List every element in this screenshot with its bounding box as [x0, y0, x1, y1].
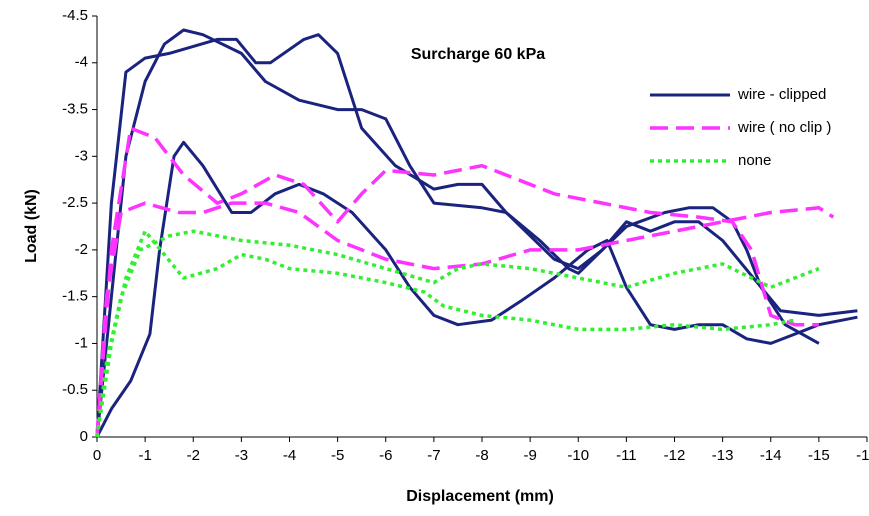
y-tick-label: -3: [75, 147, 88, 164]
x-tick-label: -4: [283, 447, 296, 464]
x-tick-label: -6: [379, 447, 392, 464]
x-tick-label: -8: [475, 447, 488, 464]
x-tick-label: 0: [93, 447, 101, 464]
series-line: [95, 28, 820, 438]
series-line: [95, 229, 796, 438]
y-tick-label: -1.5: [62, 288, 88, 305]
x-tick-label: -2: [187, 447, 200, 464]
series-line: [95, 33, 858, 438]
x-tick-label: -7: [427, 447, 440, 464]
chart-title: Surcharge 60 kPa: [411, 46, 545, 63]
x-tick-label: -14: [760, 447, 782, 464]
y-tick-label: -1: [75, 334, 88, 351]
x-tick-label: -11: [616, 447, 637, 464]
legend-label: wire ( no clip ): [737, 119, 831, 136]
y-tick-label: -3.5: [62, 101, 88, 118]
series-line: [95, 229, 820, 438]
y-tick-label: -2.5: [62, 194, 88, 211]
series-line: [95, 201, 835, 438]
y-tick-label: -2: [75, 241, 88, 258]
y-tick-label: -0.5: [62, 381, 88, 398]
x-tick-label: -9: [523, 447, 536, 464]
series-line: [95, 126, 819, 438]
x-tick-label: -3: [235, 447, 248, 464]
y-tick-label: 0: [80, 428, 88, 445]
series-line: [95, 140, 858, 438]
x-tick-label: -15: [808, 447, 830, 464]
x-tick-label: -5: [331, 447, 344, 464]
x-tick-label: -12: [664, 447, 686, 464]
y-axis-label: Load (kN): [23, 189, 40, 263]
x-tick-label: -10: [567, 447, 589, 464]
y-tick-label: -4.5: [62, 7, 88, 24]
x-tick-label: -13: [712, 447, 734, 464]
x-tick-label: -1: [138, 447, 151, 464]
x-tick-label: -16: [856, 447, 869, 464]
y-tick-label: -4: [75, 54, 88, 71]
x-axis-label: Displacement (mm): [406, 488, 554, 505]
legend-label: none: [738, 152, 771, 169]
legend-label: wire - clipped: [737, 86, 826, 103]
